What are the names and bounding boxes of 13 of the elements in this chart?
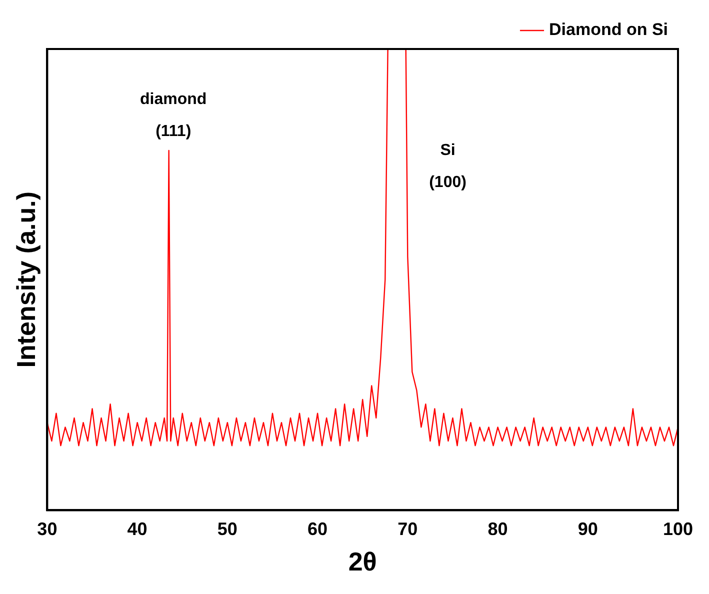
x-tick-label: 40 (127, 518, 148, 539)
x-tick-label: 50 (217, 518, 238, 539)
x-tick-label: 60 (308, 518, 328, 539)
x-tick-label: 90 (578, 518, 598, 539)
annotation: Si (100) (429, 142, 466, 191)
x-tick-label: 30 (37, 518, 58, 539)
y-axis-title: Intensity (a.u.) (10, 191, 41, 368)
annotation: diamond (111) (140, 91, 207, 140)
legend-label: Diamond on Si (549, 20, 668, 40)
x-tick-label: 100 (662, 518, 694, 539)
x-axis-title: 2θ (348, 546, 377, 577)
x-tick-label: 80 (488, 518, 508, 539)
x-tick-label: 70 (398, 518, 418, 539)
